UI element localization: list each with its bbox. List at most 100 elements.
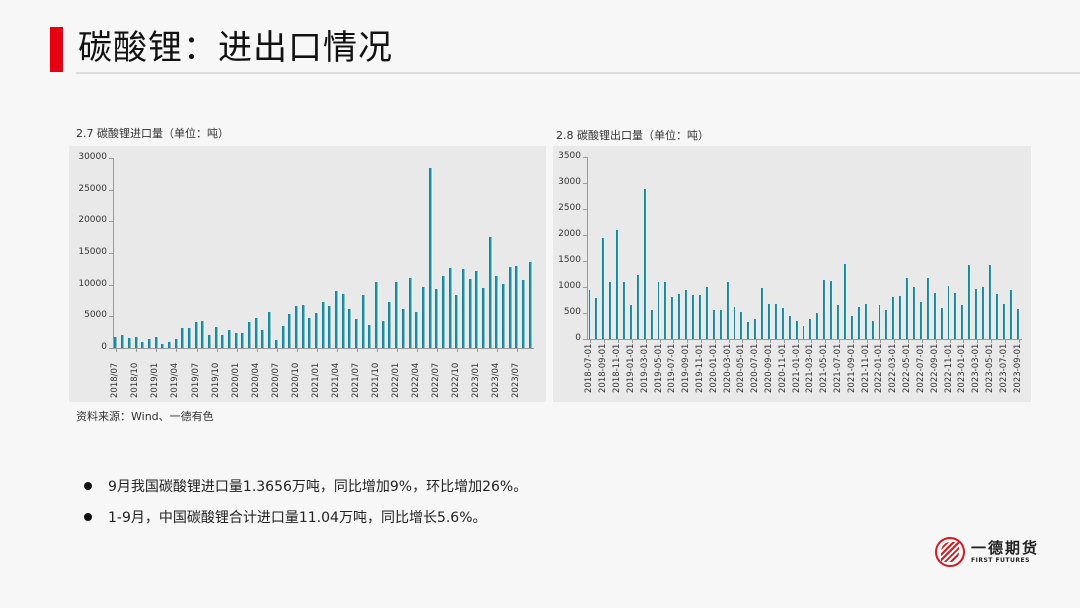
x-tick-mark (839, 339, 841, 343)
x-tick-label: 2022-03-01 (888, 343, 899, 393)
bar (802, 326, 806, 339)
x-tick-mark (276, 348, 278, 352)
bar (294, 306, 299, 348)
bar (241, 332, 246, 348)
bar (913, 287, 916, 339)
bar (623, 281, 626, 339)
x-tick-mark (880, 339, 882, 343)
bar (995, 293, 999, 339)
x-tick-label: 2022/10 (451, 362, 462, 398)
bar (961, 305, 965, 339)
x-tick-label: 2020-11-01 (777, 343, 788, 393)
bar (816, 313, 820, 339)
x-tick-label: 2021-05-01 (819, 343, 830, 393)
x-tick-mark (618, 339, 620, 343)
bar (388, 302, 393, 348)
bar (522, 279, 527, 348)
x-tick-label: 2023/07 (511, 362, 522, 398)
x-tick-mark (156, 348, 158, 352)
x-tick-mark (517, 348, 519, 352)
y-tick-mark (583, 157, 587, 158)
bar (228, 330, 233, 348)
bar (954, 293, 958, 339)
bar (121, 335, 126, 348)
x-tick-label: 2019/07 (190, 362, 201, 398)
bar (643, 188, 647, 339)
bar (355, 318, 360, 348)
bar (221, 335, 226, 348)
x-tick-mark (336, 348, 338, 352)
bar (254, 317, 259, 348)
y-tick-mark (109, 189, 113, 191)
y-tick-mark (109, 158, 113, 159)
x-tick-label: 2023-05-01 (984, 343, 995, 393)
bar (194, 322, 199, 348)
y-tick-mark (109, 284, 113, 286)
x-tick-label: 2019/04 (170, 362, 181, 398)
x-tick-label: 2022-11-01 (943, 343, 954, 393)
bar (885, 309, 889, 339)
bar (602, 237, 606, 339)
bar (781, 308, 785, 339)
bullet-dot-icon (84, 512, 92, 521)
bar (321, 302, 326, 348)
bullet-item: 1-9月，中国碳酸锂合计进口量11.04万吨，同比增长5.6%。 (84, 501, 527, 532)
import-chart-caption: 2.7 碳酸锂进口量（单位：吨） (76, 127, 229, 140)
bar (678, 294, 682, 339)
y-tick-label: 2000 (558, 229, 581, 239)
bar (314, 313, 319, 348)
page-title: 碳酸锂：进出口情况 (78, 28, 393, 68)
x-tick-mark (921, 339, 923, 343)
x-tick-label: 2018/10 (130, 362, 141, 398)
bar (368, 325, 373, 348)
y-tick-mark (583, 235, 587, 236)
title-accent-bar (50, 27, 63, 72)
bar (1002, 303, 1006, 339)
x-tick-label: 2022-05-01 (902, 343, 913, 393)
bar (147, 338, 152, 348)
x-tick-label: 2019-09-01 (681, 343, 692, 393)
bar (395, 282, 400, 348)
y-axis (113, 158, 114, 348)
bullet-dot-icon (84, 481, 92, 490)
bar (685, 290, 689, 339)
x-tick-label: 2021-09-01 (846, 343, 857, 393)
x-tick-label: 2019-01-01 (625, 343, 636, 393)
bar (134, 337, 139, 348)
bar (588, 290, 592, 339)
x-tick-mark (397, 348, 398, 352)
bar (705, 287, 709, 339)
bar (968, 265, 972, 339)
summary-bullets: 9月我国碳酸锂进口量1.3656万吨，同比增加9%，环比增加26%。 1-9月，… (84, 470, 527, 532)
bar (328, 305, 333, 348)
x-tick-mark (825, 339, 827, 343)
x-tick-label: 2022/04 (411, 362, 422, 398)
bar (609, 281, 613, 339)
bar (857, 306, 861, 339)
bar (187, 327, 192, 348)
bar (1009, 290, 1013, 339)
x-tick-mark (316, 348, 318, 352)
bar (899, 296, 903, 339)
bar (671, 297, 675, 339)
bar (788, 315, 792, 339)
x-tick-label: 2023-07-01 (998, 343, 1009, 393)
x-axis (113, 348, 534, 349)
x-tick-mark (1004, 339, 1006, 343)
bar (1016, 309, 1020, 339)
x-tick-label: 2020/01 (230, 362, 241, 398)
bar (754, 319, 758, 339)
x-tick-mark (376, 348, 378, 352)
x-tick-mark (811, 339, 813, 343)
y-tick-mark (109, 253, 113, 254)
bar (692, 294, 695, 339)
bar (288, 314, 293, 348)
x-tick-mark (783, 339, 785, 343)
x-tick-mark (256, 348, 258, 352)
bar (871, 321, 875, 339)
x-tick-label: 2020-07-01 (750, 343, 761, 393)
x-tick-mark (673, 339, 675, 343)
bar (988, 264, 992, 339)
x-tick-mark (417, 348, 419, 352)
y-tick-label: 20000 (78, 215, 107, 226)
